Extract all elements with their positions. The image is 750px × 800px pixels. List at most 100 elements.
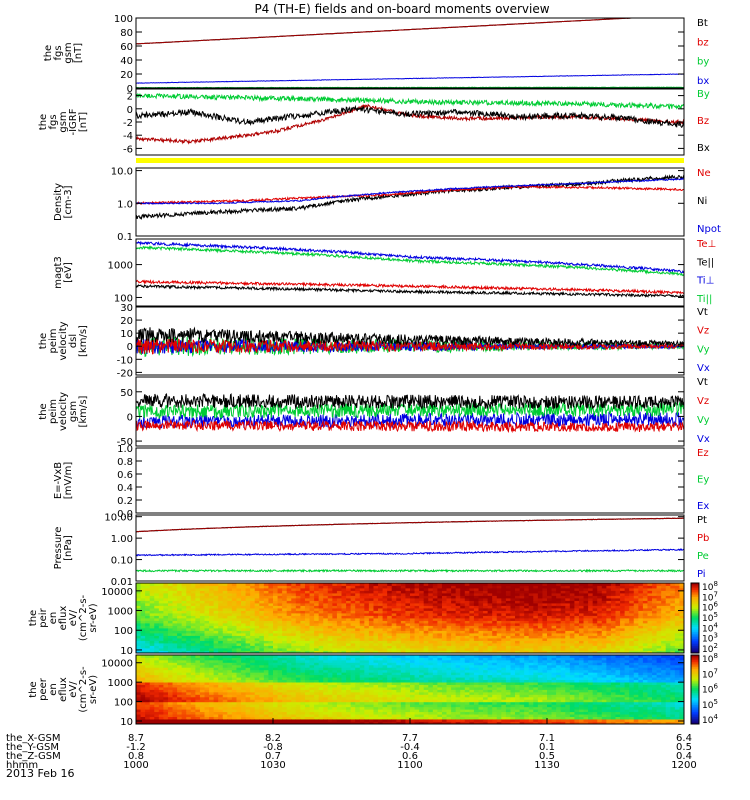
heatmap-cell [231, 640, 237, 644]
heatmap-cell [304, 613, 310, 616]
heatmap-cell [620, 633, 626, 636]
heatmap-cell [323, 659, 329, 663]
heatmap-cell [620, 610, 626, 614]
heatmap-cell [505, 588, 511, 591]
heatmap-cell [359, 598, 365, 601]
heatmap-cell [227, 704, 233, 708]
heatmap-cell [263, 711, 269, 715]
heatmap-cell [391, 633, 397, 636]
heatmap-cell [286, 667, 292, 671]
heatmap-cell [364, 600, 370, 604]
heatmap-cell [638, 643, 644, 646]
heatmap-cell [204, 645, 210, 649]
heatmap-cell [519, 613, 525, 616]
heatmap-cell [277, 608, 283, 611]
heatmap-cell [218, 714, 224, 717]
heatmap-cell [309, 719, 315, 722]
heatmap-cell [350, 583, 356, 586]
heatmap-cell [236, 593, 242, 596]
heatmap-cell [652, 625, 657, 629]
heatmap-cell [300, 608, 306, 611]
heatmap-cell [259, 711, 265, 715]
heatmap-cell [533, 633, 539, 636]
heatmap-cell [373, 620, 379, 624]
heatmap-cell [149, 672, 155, 676]
heatmap-cell [332, 699, 338, 703]
heatmap-cell [304, 682, 310, 685]
heatmap-cell [181, 679, 187, 683]
heatmap-cell [222, 679, 228, 683]
heatmap-cell [250, 640, 256, 644]
heatmap-cell [496, 645, 502, 649]
heatmap-cell [327, 719, 333, 722]
heatmap-cell [620, 623, 626, 626]
heatmap-cell [528, 615, 534, 619]
heatmap-cell [359, 615, 365, 619]
heatmap-cell [346, 615, 352, 619]
heatmap-cell [533, 628, 539, 631]
heatmap-cell [364, 613, 370, 616]
heatmap-cell [227, 721, 233, 724]
y-axis-label: thefgsgsm[nT] [43, 42, 84, 63]
heatmap-cell [145, 633, 151, 636]
heatmap-cell [437, 598, 443, 601]
heatmap-cell [245, 623, 251, 626]
heatmap-cell [318, 691, 324, 695]
heatmap-cell [218, 588, 224, 591]
heatmap-cell [336, 662, 342, 666]
heatmap-cell [314, 677, 320, 681]
heatmap-cell [346, 588, 352, 591]
heatmap-cell [158, 711, 164, 715]
heatmap-cell [140, 648, 146, 651]
heatmap-cell [373, 608, 379, 611]
heatmap-cell [350, 610, 356, 614]
heatmap-cell [492, 603, 498, 606]
heatmap-cell [245, 615, 251, 619]
heatmap-cell [154, 669, 160, 673]
heatmap-cell [410, 630, 415, 634]
heatmap-cell [364, 585, 370, 589]
heatmap-cell [368, 640, 374, 644]
heatmap-cell [136, 615, 141, 619]
heatmap-cell [309, 615, 315, 619]
heatmap-cell [647, 648, 653, 651]
heatmap-cell [186, 633, 192, 636]
heatmap-cell [300, 696, 306, 700]
heatmap-cell [199, 625, 205, 629]
heatmap-cell [273, 620, 278, 624]
heatmap-cell [441, 650, 447, 653]
heatmap-cell [574, 635, 580, 639]
heatmap-cell [492, 635, 498, 639]
heatmap-cell [149, 628, 155, 631]
heatmap-cell [282, 583, 288, 586]
heatmap-cell [268, 583, 274, 586]
heatmap-cell [195, 598, 201, 601]
heatmap-cell [304, 711, 310, 715]
heatmap-cell [154, 657, 160, 661]
heatmap-cell [679, 610, 684, 614]
heatmap-cell [190, 677, 196, 681]
heatmap-cell [186, 625, 192, 629]
heatmap-cell [263, 623, 269, 626]
heatmap-cell [295, 687, 301, 690]
heatmap-cell [652, 635, 657, 639]
heatmap-cell [204, 696, 210, 700]
y-axis-label-line: (cm^2-s- [78, 594, 89, 641]
heatmap-cell [154, 699, 160, 703]
heatmap-cell [236, 674, 242, 678]
heatmap-cell [624, 648, 630, 651]
heatmap-cell [441, 625, 447, 629]
heatmap-cell [245, 648, 251, 651]
heatmap-cell [451, 648, 457, 651]
heatmap-cell [537, 630, 543, 634]
heatmap-cell [656, 630, 662, 634]
heatmap-cell [583, 643, 589, 646]
heatmap-cell [556, 598, 562, 601]
heatmap-cell [661, 608, 667, 611]
heatmap-cell [199, 588, 205, 591]
heatmap-cell [136, 598, 141, 601]
heatmap-cell [387, 588, 393, 591]
heatmap-cell [569, 640, 575, 644]
heatmap-cell [291, 595, 297, 599]
heatmap-cell [241, 677, 246, 681]
